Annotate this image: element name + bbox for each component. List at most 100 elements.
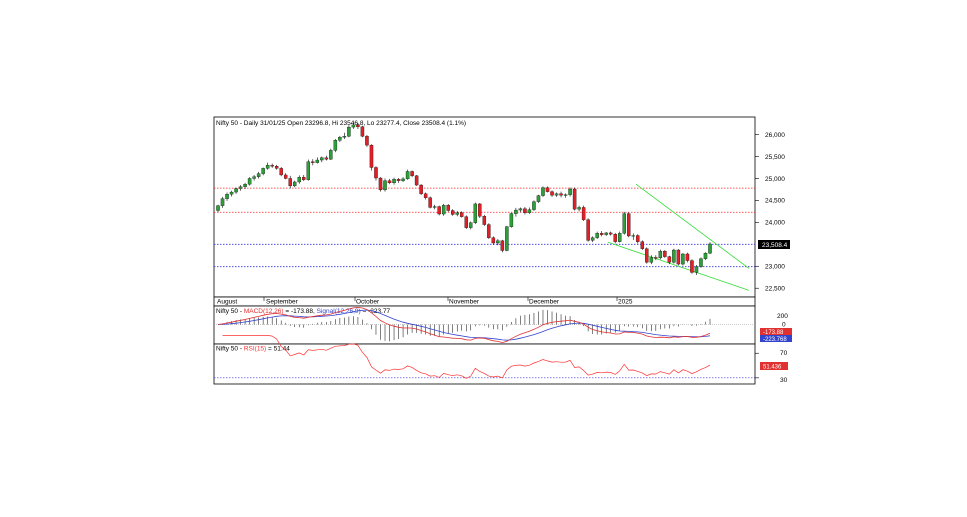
candle-body	[672, 249, 676, 263]
candle-body	[478, 203, 482, 217]
month-label-2025: 2025	[618, 299, 633, 306]
candle-body	[645, 248, 649, 263]
signal-badge: -223.768	[763, 337, 787, 343]
macd-title-macd-value: = -173.88,	[284, 308, 317, 315]
candle-body	[595, 233, 599, 238]
rsi-tick-30: 30	[780, 377, 788, 384]
signal-line	[217, 309, 711, 341]
candle-body	[410, 171, 414, 176]
candle-body	[685, 253, 690, 261]
last-price-badge: 23,508.4	[762, 242, 788, 249]
candle-body	[622, 213, 626, 234]
candle-body	[229, 191, 234, 195]
candle-body	[293, 181, 297, 187]
candle-body	[559, 193, 563, 196]
channel-lower	[607, 241, 750, 291]
candle-body	[608, 232, 613, 235]
candle-body	[482, 216, 487, 225]
price-tick-label: 23,000	[765, 264, 785, 271]
candle-body	[351, 124, 356, 128]
candle-body	[699, 258, 703, 267]
month-label-august: August	[217, 299, 237, 306]
candle-body	[586, 219, 590, 241]
macd-badge-bg	[760, 328, 792, 335]
channel-upper	[635, 183, 750, 269]
candle-body	[383, 180, 387, 191]
price-tick-label: 25,000	[765, 176, 785, 183]
candle-body	[500, 240, 505, 251]
candle-body	[302, 176, 306, 180]
month-label-december: December	[529, 299, 560, 306]
candle-body	[347, 126, 351, 137]
candle-body	[356, 124, 360, 127]
candle-body	[676, 249, 681, 265]
candle-body	[658, 251, 663, 259]
candle-body	[446, 205, 450, 211]
price-y-axis: 26,000 25,500 25,000 24,500 24,000 23,000 22,5…	[755, 132, 785, 293]
trend-channel	[607, 183, 750, 291]
candle-body	[667, 256, 672, 263]
candle-body	[247, 178, 252, 185]
rsi-plot	[214, 335, 759, 379]
candle-body	[252, 176, 256, 179]
candle-body	[256, 173, 261, 177]
candle-body	[365, 136, 369, 146]
candle-body	[550, 191, 554, 196]
candle-body	[265, 165, 270, 169]
macd-tick-0: 0	[782, 322, 786, 329]
candle-body	[487, 224, 491, 238]
candle-body	[568, 188, 572, 195]
candle-body	[690, 260, 694, 273]
candle-body	[306, 161, 311, 180]
macd-title-prefix: Nifty 50 -	[216, 308, 244, 315]
candle-body	[279, 168, 283, 176]
candle-body	[681, 253, 685, 265]
candle-body	[640, 241, 645, 249]
candle-body	[505, 226, 509, 251]
candle-body	[450, 210, 455, 215]
rsi-badge-bg	[760, 362, 788, 370]
candle-body	[437, 206, 441, 215]
price-tick-label: 24,000	[765, 220, 785, 227]
candle-body	[338, 137, 342, 141]
candle-body	[599, 233, 604, 235]
candle-body	[216, 205, 220, 211]
price-tick-label: 26,000	[765, 132, 785, 139]
candle-body	[491, 237, 496, 244]
candle-body	[225, 194, 229, 199]
candle-body	[288, 178, 292, 187]
candle-body	[274, 166, 279, 169]
candle-body	[297, 176, 301, 183]
candle-body	[419, 184, 423, 194]
candle-body	[496, 240, 500, 244]
candle-body	[401, 178, 405, 181]
candle-body	[464, 216, 468, 228]
rsi-title-label: RSI(15)	[244, 346, 266, 353]
candle-body	[536, 195, 541, 202]
candle-body	[577, 207, 581, 210]
candle-body	[414, 175, 419, 186]
candle-body	[545, 187, 550, 192]
candle-body	[405, 171, 410, 180]
rsi-panel-frame	[213, 343, 756, 385]
candle-body	[261, 168, 265, 174]
rsi-line	[222, 335, 711, 379]
candle-body	[649, 257, 654, 263]
candle-body	[342, 136, 347, 138]
candle-body	[234, 188, 238, 193]
month-label-september: September	[266, 299, 299, 306]
rsi-title: Nifty 50 - RSI(15) = 51.44	[216, 346, 290, 353]
candle-body	[469, 222, 473, 228]
price-panel-frame	[213, 116, 756, 298]
candle-body	[392, 179, 396, 184]
candlesticks	[216, 122, 712, 276]
month-label-november: November	[449, 299, 480, 306]
candle-body	[396, 179, 401, 181]
rsi-tick-70: 70	[780, 350, 788, 357]
candle-body	[663, 251, 667, 257]
candle-body	[532, 201, 536, 210]
candle-body	[460, 212, 464, 217]
price-tick-label: 22,500	[765, 286, 785, 293]
signal-badge-bg	[760, 335, 792, 342]
